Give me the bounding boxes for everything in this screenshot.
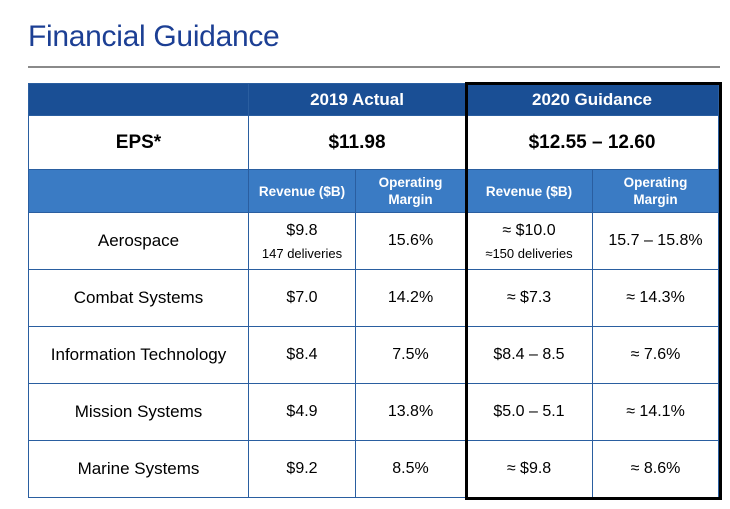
page-title: Financial Guidance [28,20,280,53]
header-2019-actual: 2019 Actual [248,83,466,116]
header-blank-cell [28,83,249,116]
table-row: Mission Systems $4.9 13.8% $5.0 – 5.1 ≈ … [28,383,720,441]
subheader-blank-cell [28,169,249,213]
eps-actual: $11.98 [248,115,466,170]
subheader-row: Revenue ($B) Operating Margin Revenue ($… [28,169,720,213]
eps-guidance: $12.55 – 12.60 [464,115,720,170]
subheader-margin-guidance: Operating Margin [591,169,720,213]
margin-guidance: ≈ 14.3% [591,269,720,327]
revenue-guidance: ≈ $9.8 [465,440,593,498]
deliveries-actual: 147 deliveries [261,245,343,261]
revenue-actual-value: $9.8 [286,221,318,239]
revenue-actual: $7.0 [248,269,356,327]
header-2020-guidance: 2020 Guidance [464,83,720,116]
revenue-actual: $9.8 147 deliveries [248,212,356,270]
margin-guidance: ≈ 8.6% [591,440,720,498]
eps-label: EPS* [28,115,249,170]
deliveries-guidance: ≈150 deliveries [485,245,573,261]
revenue-guidance-value: ≈ $10.0 [502,221,556,239]
margin-actual: 15.6% [355,212,466,270]
revenue-guidance: ≈ $7.3 [465,269,593,327]
guidance-table: 2019 Actual 2020 Guidance EPS* $11.98 $1… [28,83,720,498]
table-row: Marine Systems $9.2 8.5% ≈ $9.8 ≈ 8.6% [28,440,720,498]
subheader-revenue-guidance: Revenue ($B) [465,169,593,213]
table-row: Information Technology $8.4 7.5% $8.4 – … [28,326,720,384]
subheader-margin-actual-line1: Operating [378,175,443,190]
margin-guidance: ≈ 14.1% [591,383,720,441]
segment-name: Marine Systems [28,440,249,498]
subheader-margin-actual-line2: Margin [388,192,433,207]
margin-actual: 13.8% [355,383,466,441]
segment-name: Information Technology [28,326,249,384]
table-row: Combat Systems $7.0 14.2% ≈ $7.3 ≈ 14.3% [28,269,720,327]
subheader-margin-guidance-line2: Margin [633,192,678,207]
revenue-actual: $4.9 [248,383,356,441]
table-header-row: 2019 Actual 2020 Guidance [28,83,720,116]
eps-row: EPS* $11.98 $12.55 – 12.60 [28,115,720,170]
revenue-guidance: $8.4 – 8.5 [465,326,593,384]
margin-actual: 8.5% [355,440,466,498]
revenue-guidance: $5.0 – 5.1 [465,383,593,441]
subheader-margin-guidance-line1: Operating [623,175,688,190]
subheader-margin-actual: Operating Margin [355,169,466,213]
revenue-guidance: ≈ $10.0 ≈150 deliveries [465,212,593,270]
segment-name: Mission Systems [28,383,249,441]
table-row: Aerospace $9.8 147 deliveries 15.6% ≈ $1… [28,212,720,270]
subheader-revenue-actual: Revenue ($B) [248,169,356,213]
segment-name: Aerospace [28,212,249,270]
margin-guidance: ≈ 7.6% [591,326,720,384]
margin-guidance: 15.7 – 15.8% [591,212,720,270]
segment-name: Combat Systems [28,269,249,327]
margin-actual: 14.2% [355,269,466,327]
revenue-actual: $9.2 [248,440,356,498]
title-divider [28,66,720,68]
revenue-actual: $8.4 [248,326,356,384]
margin-actual: 7.5% [355,326,466,384]
